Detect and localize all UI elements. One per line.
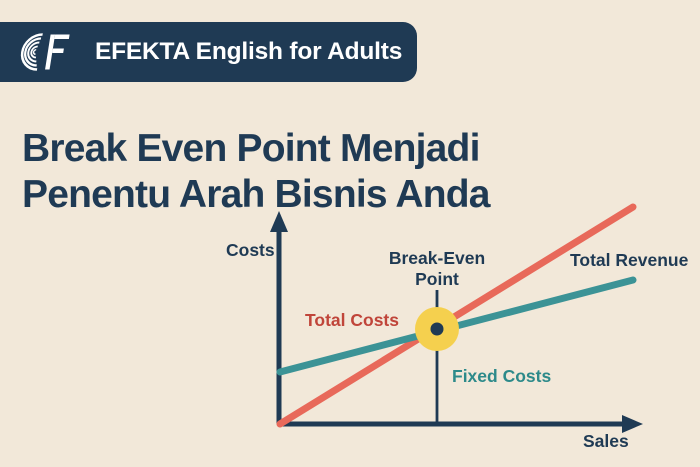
series-label-fixed-costs: Fixed Costs	[452, 366, 551, 386]
x-axis-label: Sales	[583, 431, 629, 451]
brand-badge: EFEKTA English for Adults	[0, 22, 417, 82]
break-even-marker	[430, 322, 444, 336]
brand-name: EFEKTA English for Adults	[95, 37, 403, 65]
series-label-total-revenue: Total Revenue	[570, 250, 689, 270]
y-axis-label: Costs	[226, 240, 275, 260]
x-axis-arrow-icon	[622, 415, 643, 433]
break-even-point-label-line-1: Break-Even	[389, 248, 485, 268]
page-title-line-2: Penentu Arah Bisnis Anda	[22, 173, 490, 217]
page-title: Break Even Point Menjadi Penentu Arah Bi…	[22, 126, 622, 218]
series-line-total-costs	[276, 203, 637, 428]
y-axis-arrow-icon	[270, 211, 288, 232]
y-axis	[270, 211, 288, 424]
series-label-total-costs: Total Costs	[305, 310, 399, 330]
ef-monogram-icon	[20, 33, 70, 71]
x-axis	[279, 415, 643, 433]
page-title-line-1: Break Even Point Menjadi	[22, 127, 480, 171]
break-even-point-label-line-2: Point	[415, 269, 459, 289]
